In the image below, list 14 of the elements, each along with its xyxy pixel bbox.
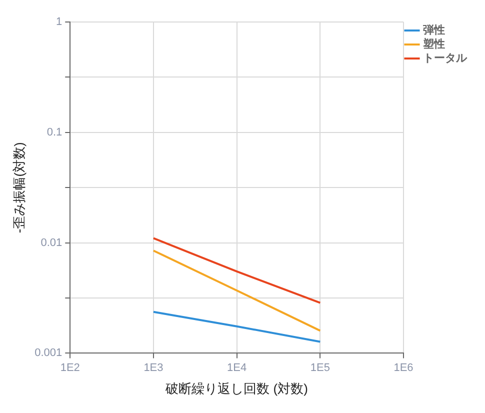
x-tick-label: 1E2 <box>60 362 80 374</box>
y-axis-title: -歪み振幅(対数) <box>11 142 26 234</box>
x-tick-label: 1E5 <box>310 362 330 374</box>
y-tick-label: 1 <box>56 16 62 28</box>
y-tick-label: 0.001 <box>34 347 62 360</box>
y-tick-label: 0.1 <box>46 126 62 138</box>
x-tick-label: 1E4 <box>227 362 247 374</box>
legend-label: 塑性 <box>422 38 445 51</box>
x-axis-title: 破断繰り返し回数 (対数) <box>164 380 308 396</box>
legend-label: 弾性 <box>423 24 445 37</box>
x-tick-label: 1E3 <box>144 362 164 374</box>
x-tick-label: 1E6 <box>394 362 414 374</box>
y-tick-label: 0.01 <box>40 236 62 249</box>
legend-label: トータル <box>423 52 468 65</box>
